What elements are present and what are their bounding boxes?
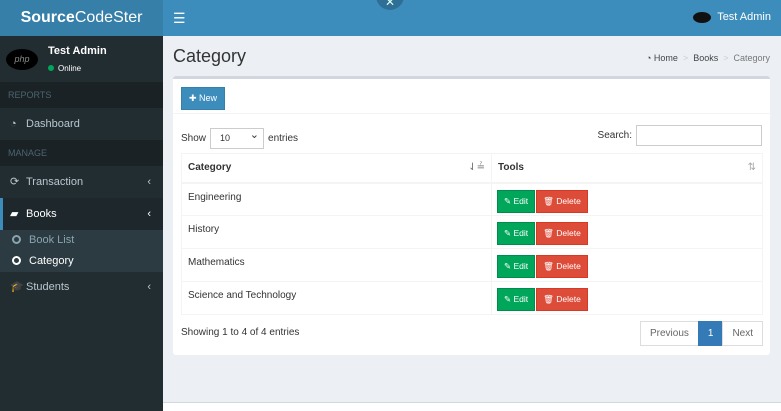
new-button[interactable]: ✚ New [181, 87, 226, 110]
category-table: Category ⇃≟ Tools ⇅ Engineering ✎ Edit 🗑 De… [181, 153, 763, 315]
edit-button[interactable]: ✎ Edit [497, 255, 536, 278]
graduation-cap-icon: 🎓 [10, 281, 24, 293]
trash-icon: 🗑 [543, 294, 557, 304]
user-panel: php Test Admin Online [0, 36, 163, 82]
chevron-left-icon: ‹ [147, 208, 151, 220]
length-control: Show10entries [181, 126, 298, 149]
breadcrumb-books[interactable]: Books [693, 53, 719, 63]
previous-button[interactable]: Previous [639, 321, 699, 346]
circle-icon [12, 235, 21, 244]
avatar: php [6, 49, 38, 70]
category-name: Engineering [181, 182, 492, 216]
sidebar-item-students[interactable]: 🎓 Students ‹ [0, 272, 163, 302]
avatar [693, 11, 712, 23]
online-dot-icon [48, 65, 54, 71]
column-header-tools[interactable]: Tools ⇅ [491, 153, 763, 184]
page-1-button[interactable]: 1 [697, 321, 724, 346]
sidebar: php Test Admin Online REPORTS ◔ Dashboard… [0, 36, 163, 411]
table-row: Mathematics ✎ Edit 🗑 Delete [181, 248, 763, 282]
delete-button[interactable]: 🗑 Delete [536, 288, 588, 311]
category-name: History [181, 215, 492, 249]
breadcrumb-home[interactable]: Home [653, 53, 678, 63]
close-icon[interactable]: ✕ [376, 0, 404, 10]
next-button[interactable]: Next [722, 321, 763, 346]
circle-icon [12, 256, 21, 265]
pagination: Previous 1 Next [639, 321, 763, 346]
chevron-left-icon: ‹ [147, 176, 151, 188]
refresh-icon: ⟳ [10, 176, 20, 188]
book-icon: ▰ [10, 208, 19, 220]
entries-select[interactable]: 10 [210, 126, 265, 149]
trash-icon: 🗑 [543, 195, 557, 206]
edit-button[interactable]: ✎ Edit [497, 189, 536, 213]
footer [163, 402, 781, 411]
sidebar-header-reports: REPORTS [0, 82, 163, 108]
sort-icon: ⇅ [747, 162, 756, 173]
dashboard-icon: ◔ [645, 53, 654, 63]
books-submenu: Book List Category [0, 230, 163, 272]
edit-icon: ✎ [504, 228, 514, 238]
sidebar-item-books[interactable]: ▰ Books ‹ [0, 198, 163, 230]
sidebar-item-book-list[interactable]: Book List [0, 230, 163, 251]
sidebar-item-dashboard[interactable]: ◔ Dashboard [0, 108, 163, 140]
delete-button[interactable]: 🗑 Delete [536, 255, 588, 278]
breadcrumb-current: Category [733, 53, 770, 63]
sidebar-item-category[interactable]: Category [0, 251, 163, 272]
brand-logo[interactable]: SourceCodeSter [0, 0, 163, 36]
delete-button[interactable]: 🗑 Delete [536, 222, 588, 245]
category-box: ✚ New Show10entries Search: Category⇃≟ T… [173, 76, 770, 355]
top-navbar: ☰ ✕ Test Admin [163, 0, 781, 36]
column-header-category[interactable]: Category ⇃≟ [181, 153, 492, 184]
edit-button[interactable]: ✎ Edit [497, 288, 536, 311]
sidebar-header-manage: MANAGE [0, 140, 163, 166]
user-menu[interactable]: Test Admin [693, 11, 771, 23]
sidebar-item-transaction[interactable]: ⟳ Transaction ‹ [0, 166, 163, 198]
table-info: Showing 1 to 4 of 4 entries [181, 327, 300, 338]
table-row: History ✎ Edit 🗑 Delete [181, 215, 763, 249]
trash-icon: 🗑 [543, 261, 557, 271]
trash-icon: 🗑 [543, 228, 557, 238]
edit-button[interactable]: ✎ Edit [497, 222, 536, 245]
table-row: Engineering ✎ Edit 🗑 Delete [181, 182, 763, 216]
page-title: Category [173, 46, 247, 66]
delete-button[interactable]: 🗑 Delete [536, 189, 588, 213]
table-row: Science and Technology ✎ Edit 🗑 Delete [181, 281, 763, 315]
edit-icon: ✎ [504, 261, 514, 271]
edit-icon: ✎ [504, 195, 514, 206]
search-control: Search: [598, 125, 762, 146]
sort-asc-icon: ⇃≟ [468, 162, 485, 173]
search-input[interactable] [636, 125, 762, 146]
status: Online [48, 64, 81, 73]
category-name: Mathematics [181, 248, 492, 282]
divider [173, 113, 770, 114]
edit-icon: ✎ [504, 294, 514, 304]
breadcrumb: ◔ Home > Books > Category [645, 53, 770, 63]
menu-toggle-icon[interactable]: ☰ [173, 10, 186, 26]
plus-icon: ✚ [189, 93, 200, 103]
category-name: Science and Technology [181, 281, 492, 315]
chevron-left-icon: ‹ [147, 281, 151, 293]
dashboard-icon: ◔ [10, 118, 17, 130]
